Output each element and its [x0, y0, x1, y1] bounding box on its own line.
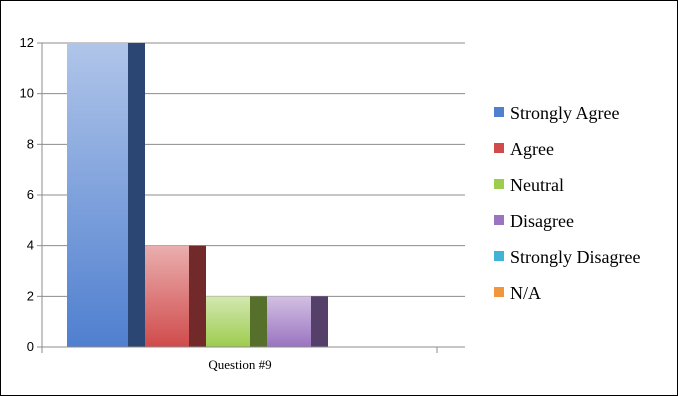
y-tick-label-8: 8	[27, 136, 34, 151]
legend-swatch-neutral	[494, 179, 504, 189]
y-tick-label-10: 10	[20, 86, 34, 101]
y-tick-label-2: 2	[27, 288, 34, 303]
legend-swatch-strongly-agree	[494, 107, 504, 117]
legend-label-neutral: Neutral	[510, 175, 564, 195]
bar-strongly-agree	[67, 43, 128, 347]
legend: Strongly Agree Agree Neutral Disagree Strong…	[494, 103, 640, 303]
bar-side-neutral	[250, 296, 267, 347]
bar-side-strongly-agree	[128, 43, 145, 347]
axes: 0 2 4 6 8 10 12 Question #9	[20, 35, 465, 372]
legend-label-agree: Agree	[510, 139, 554, 159]
legend-label-strongly-disagree: Strongly Disagree	[510, 247, 640, 267]
x-category-label: Question #9	[208, 357, 271, 372]
legend-label-disagree: Disagree	[510, 211, 574, 231]
legend-label-strongly-agree: Strongly Agree	[510, 103, 620, 123]
y-tick-label-4: 4	[27, 238, 34, 253]
bars	[67, 43, 328, 347]
legend-swatch-disagree	[494, 215, 504, 225]
y-tick-label-6: 6	[27, 187, 34, 202]
y-tick-label-0: 0	[27, 339, 34, 354]
legend-swatch-agree	[494, 143, 504, 153]
bar-side-disagree	[311, 296, 328, 347]
y-tick-label-12: 12	[20, 35, 34, 50]
legend-swatch-n-a	[494, 287, 504, 297]
legend-swatch-strongly-disagree	[494, 251, 504, 261]
bar-side-agree	[189, 245, 206, 347]
legend-label-n-a: N/A	[510, 283, 541, 303]
